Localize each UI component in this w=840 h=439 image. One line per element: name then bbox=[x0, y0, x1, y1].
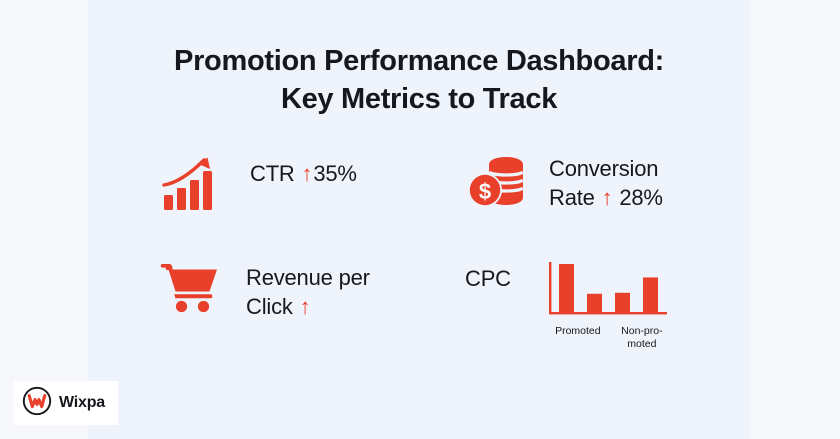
page-title-line-2: Key Metrics to Track bbox=[280, 83, 558, 115]
metric-conversion-rate: $ Conversion Rate ↑ 28% bbox=[465, 152, 663, 214]
arrow-up-icon: ↑ bbox=[299, 294, 311, 319]
metric-conversion-rate-value: 28% bbox=[619, 185, 663, 210]
metrics-grid: CTR ↑35% bbox=[160, 152, 700, 392]
cpc-chart-bar bbox=[558, 264, 574, 312]
metric-revenue-per-click-label-line-2: Click bbox=[246, 294, 293, 319]
metric-conversion-rate-text: Conversion Rate ↑ 28% bbox=[549, 152, 663, 212]
cpc-chart-bar bbox=[586, 293, 602, 312]
metric-cpc: CPC Promoted Non-pro- moted bbox=[465, 256, 673, 350]
brand-logo-badge[interactable]: Wixpa bbox=[14, 381, 118, 425]
metric-cpc-label: CPC bbox=[465, 266, 511, 291]
metric-revenue-per-click: Revenue per Click ↑ bbox=[160, 256, 370, 321]
cpc-chart-baseline bbox=[548, 312, 667, 315]
metric-conversion-rate-label-line-1: Conversion bbox=[549, 156, 659, 181]
metric-revenue-per-click-text: Revenue per Click ↑ bbox=[246, 256, 370, 321]
cpc-chart-y-axis bbox=[548, 262, 552, 312]
arrow-up-icon: ↑ bbox=[301, 161, 313, 186]
cpc-axis-label-promoted: Promoted bbox=[555, 325, 601, 337]
brand-logo-text: Wixpa bbox=[59, 394, 105, 411]
metric-ctr-value: 35% bbox=[313, 161, 357, 186]
shopping-cart-icon bbox=[160, 256, 222, 318]
arrow-up-icon: ↑ bbox=[601, 185, 613, 210]
background-panel bbox=[88, 0, 750, 439]
metric-ctr-label: CTR bbox=[250, 161, 295, 186]
cpc-axis-labels: Promoted Non-pro- moted bbox=[543, 325, 673, 350]
coins-stack-icon: $ bbox=[465, 152, 527, 214]
metric-revenue-per-click-label-line-1: Revenue per bbox=[246, 265, 370, 290]
svg-text:$: $ bbox=[479, 179, 491, 204]
metric-conversion-rate-label-line-2: Rate bbox=[549, 185, 595, 210]
cpc-chart-bar bbox=[642, 277, 658, 312]
metric-ctr-text: CTR ↑35% bbox=[250, 152, 357, 188]
cpc-chart-bar bbox=[614, 292, 630, 312]
page-title-line-1: Promotion Performance Dashboard: bbox=[174, 45, 664, 77]
growth-bar-chart-icon bbox=[160, 152, 222, 214]
cpc-axis-label-non-promoted: Non-pro- moted bbox=[621, 325, 663, 350]
w-circle-logo-icon bbox=[22, 386, 52, 421]
cpc-bar-chart: Promoted Non-pro- moted bbox=[543, 256, 673, 350]
metric-ctr: CTR ↑35% bbox=[160, 152, 357, 214]
page-title: Promotion Performance Dashboard: Key Met… bbox=[88, 42, 750, 118]
